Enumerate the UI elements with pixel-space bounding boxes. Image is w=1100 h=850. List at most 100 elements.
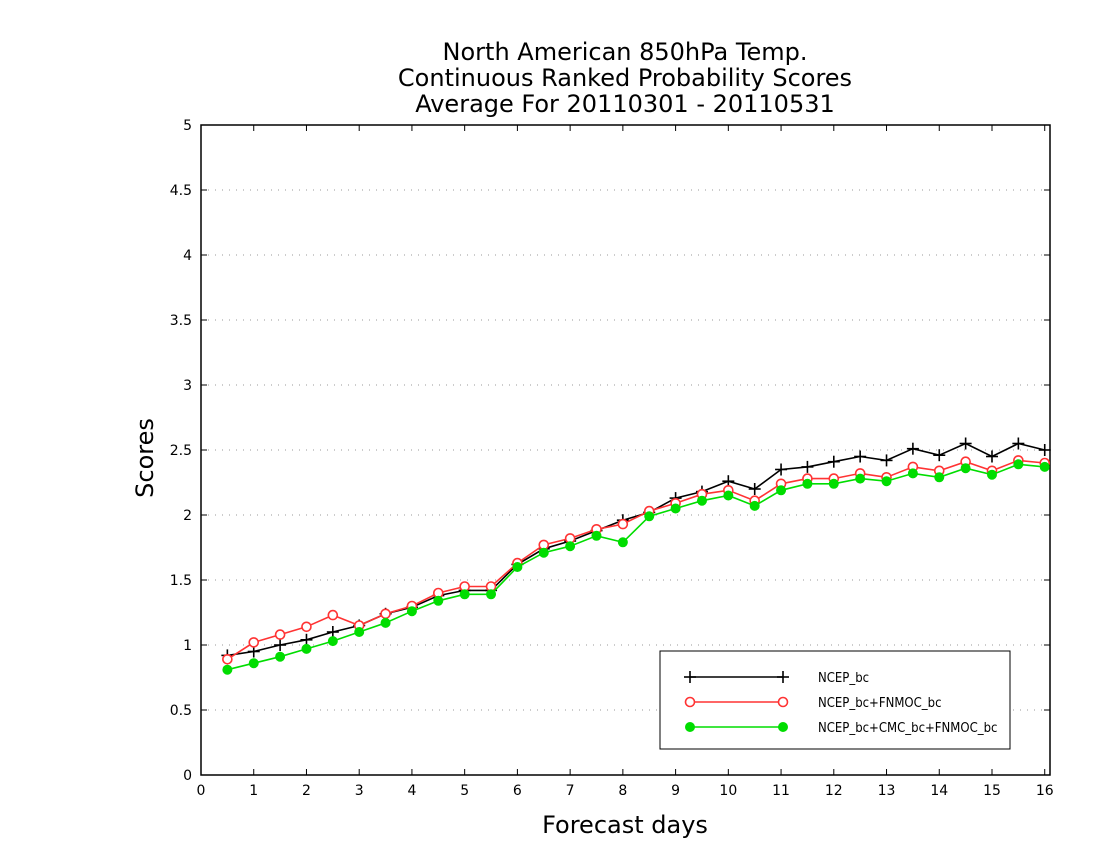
x-tick-label-0: 0 <box>197 783 206 799</box>
point-ncep-bc-cmc-bc-fnmoc-bc-12 <box>538 547 549 558</box>
point-ncep-bc-24 <box>854 450 867 463</box>
point-ncep-bc-fnmoc-bc-2 <box>274 629 286 640</box>
x-tick-label-8: 8 <box>618 783 627 799</box>
point-ncep-bc-cmc-bc-fnmoc-bc-23 <box>828 478 839 489</box>
point-ncep-bc-cmc-bc-fnmoc-bc-21 <box>776 485 787 496</box>
point-ncep-bc-cmc-bc-fnmoc-bc-19 <box>723 490 734 501</box>
point-ncep-bc-cmc-bc-fnmoc-bc-0 <box>222 664 233 675</box>
x-tick-label-12: 12 <box>825 783 843 799</box>
legend-marker-right-ncep-bc <box>777 671 789 683</box>
series-ncep-bc <box>221 437 1051 662</box>
point-ncep-bc-cmc-bc-fnmoc-bc-24 <box>855 473 866 484</box>
point-ncep-bc-cmc-bc-fnmoc-bc-17 <box>670 503 681 514</box>
y-tick-label-3: 1.5 <box>170 573 192 589</box>
chart-title-line-2: Continuous Ranked Probability Scores <box>398 64 852 92</box>
series <box>221 437 1051 675</box>
point-ncep-bc-cmc-bc-fnmoc-bc-16 <box>644 511 655 522</box>
point-ncep-bc-cmc-bc-fnmoc-bc-20 <box>749 500 760 511</box>
point-ncep-bc-fnmoc-bc-3 <box>301 621 312 633</box>
series-ncep-bc-fnmoc-bc <box>222 455 1051 665</box>
point-ncep-bc-cmc-bc-fnmoc-bc-8 <box>433 595 444 606</box>
point-ncep-bc-25 <box>880 454 893 467</box>
point-ncep-bc-26 <box>906 442 919 455</box>
y-tick-label-6: 3 <box>183 378 192 394</box>
point-ncep-bc-28 <box>959 437 972 450</box>
y-tick-label-0: 0 <box>183 768 192 784</box>
y-tick-label-8: 4 <box>183 248 192 264</box>
point-ncep-bc-cmc-bc-fnmoc-bc-28 <box>960 463 971 474</box>
x-tick-label-2: 2 <box>302 783 311 799</box>
point-ncep-bc-23 <box>827 455 840 468</box>
point-ncep-bc-fnmoc-bc-4 <box>327 609 339 621</box>
series-line-ncep-bc-fnmoc-bc <box>226 459 1045 660</box>
x-tick-label-6: 6 <box>513 783 522 799</box>
point-ncep-bc-3 <box>300 633 313 646</box>
point-ncep-bc-cmc-bc-fnmoc-bc-26 <box>907 468 918 479</box>
point-ncep-bc-21 <box>775 463 788 476</box>
legend-label-ncep-bc-cmc-bc-fnmoc-bc: NCEP_bc+CMC_bc+FNMOC_bc <box>818 721 997 736</box>
x-tick-label-10: 10 <box>719 783 737 799</box>
point-ncep-bc-cmc-bc-fnmoc-bc-30 <box>1013 459 1024 470</box>
legend-item-ncep-bc-fnmoc-bc: NCEP_bc+FNMOC_bc <box>684 696 942 711</box>
point-ncep-bc-22 <box>801 460 814 473</box>
legend-marker-left-ncep-bc-cmc-bc-fnmoc-bc <box>685 722 695 732</box>
y-tick-label-4: 2 <box>183 508 192 524</box>
y-tick-label-5: 2.5 <box>170 443 192 459</box>
point-ncep-bc-31 <box>1038 444 1051 456</box>
y-tick-label-1: 0.5 <box>170 703 192 719</box>
legend-marker-left-ncep-bc <box>684 671 696 683</box>
point-ncep-bc-cmc-bc-fnmoc-bc-22 <box>802 478 813 489</box>
legend-marker-right-ncep-bc-cmc-bc-fnmoc-bc <box>778 722 788 732</box>
x-tick-label-3: 3 <box>355 783 364 799</box>
point-ncep-bc-cmc-bc-fnmoc-bc-3 <box>301 643 312 654</box>
point-ncep-bc-fnmoc-bc-1 <box>248 637 260 648</box>
series-ncep-bc-cmc-bc-fnmoc-bc <box>222 459 1050 675</box>
point-ncep-bc-cmc-bc-fnmoc-bc-5 <box>354 627 365 637</box>
point-ncep-bc-2 <box>274 639 287 651</box>
point-ncep-bc-20 <box>748 483 761 495</box>
point-ncep-bc-fnmoc-bc-0 <box>222 653 233 665</box>
point-ncep-bc-cmc-bc-fnmoc-bc-7 <box>406 606 417 617</box>
x-tick-label-15: 15 <box>983 783 1001 799</box>
legend-box <box>659 650 1011 750</box>
point-ncep-bc-4 <box>326 626 339 638</box>
point-ncep-bc-cmc-bc-fnmoc-bc-11 <box>512 562 523 572</box>
legend-marker-right-ncep-bc-fnmoc-bc <box>777 696 789 708</box>
legend-item-ncep-bc: NCEP_bc <box>684 671 869 686</box>
y-tick-label-7: 3.5 <box>170 313 192 329</box>
x-axis-title: Forecast days <box>542 811 708 839</box>
point-ncep-bc-30 <box>1012 437 1025 450</box>
x-tick-label-13: 13 <box>878 783 896 799</box>
x-tick-label-16: 16 <box>1036 783 1054 799</box>
legend-label-ncep-bc: NCEP_bc <box>818 671 869 686</box>
series-line-ncep-bc-cmc-bc-fnmoc-bc <box>227 463 1045 671</box>
point-ncep-bc-cmc-bc-fnmoc-bc-6 <box>380 617 391 628</box>
y-tick-label-2: 1 <box>183 638 192 654</box>
point-ncep-bc-cmc-bc-fnmoc-bc-27 <box>934 472 945 483</box>
x-tick-label-1: 1 <box>249 783 258 799</box>
point-ncep-bc-29 <box>985 450 998 463</box>
point-ncep-bc-cmc-bc-fnmoc-bc-15 <box>617 537 628 548</box>
point-ncep-bc-cmc-bc-fnmoc-bc-9 <box>459 589 470 600</box>
point-ncep-bc-cmc-bc-fnmoc-bc-13 <box>565 541 576 552</box>
axis-ticks: 0 1 2 3 4 5 6 7 8 9 10 11 12 13 14 15 1600.511.522.533.5… <box>170 118 1054 799</box>
point-ncep-bc-cmc-bc-fnmoc-bc-18 <box>696 495 707 506</box>
chart-title-line-3: Average For 20110301 - 20110531 <box>415 90 835 118</box>
x-tick-label-9: 9 <box>671 783 680 799</box>
legend-label-ncep-bc-fnmoc-bc: NCEP_bc+FNMOC_bc <box>818 696 942 711</box>
point-ncep-bc-cmc-bc-fnmoc-bc-31 <box>1039 461 1050 472</box>
legend: NCEP_bc NCEP_bc+FNMOC_bc NCEP_bc+CMC_bc+FN… <box>659 650 1011 750</box>
x-tick-label-5: 5 <box>460 783 469 799</box>
x-tick-label-11: 11 <box>772 783 790 799</box>
legend-item-ncep-bc-cmc-bc-fnmoc-bc: NCEP_bc+CMC_bc+FNMOC_bc <box>685 721 997 736</box>
y-axis-title: Scores <box>131 418 159 498</box>
legend-marker-left-ncep-bc-fnmoc-bc <box>684 696 696 708</box>
point-ncep-bc-cmc-bc-fnmoc-bc-1 <box>248 658 259 669</box>
point-ncep-bc-cmc-bc-fnmoc-bc-2 <box>275 651 286 662</box>
x-tick-label-14: 14 <box>930 783 948 799</box>
chart-title: North American 850hPa Temp.Continuous Ra… <box>398 38 852 118</box>
y-tick-label-10: 5 <box>183 118 192 134</box>
point-ncep-bc-cmc-bc-fnmoc-bc-29 <box>986 469 997 480</box>
y-tick-label-9: 4.5 <box>170 183 192 199</box>
